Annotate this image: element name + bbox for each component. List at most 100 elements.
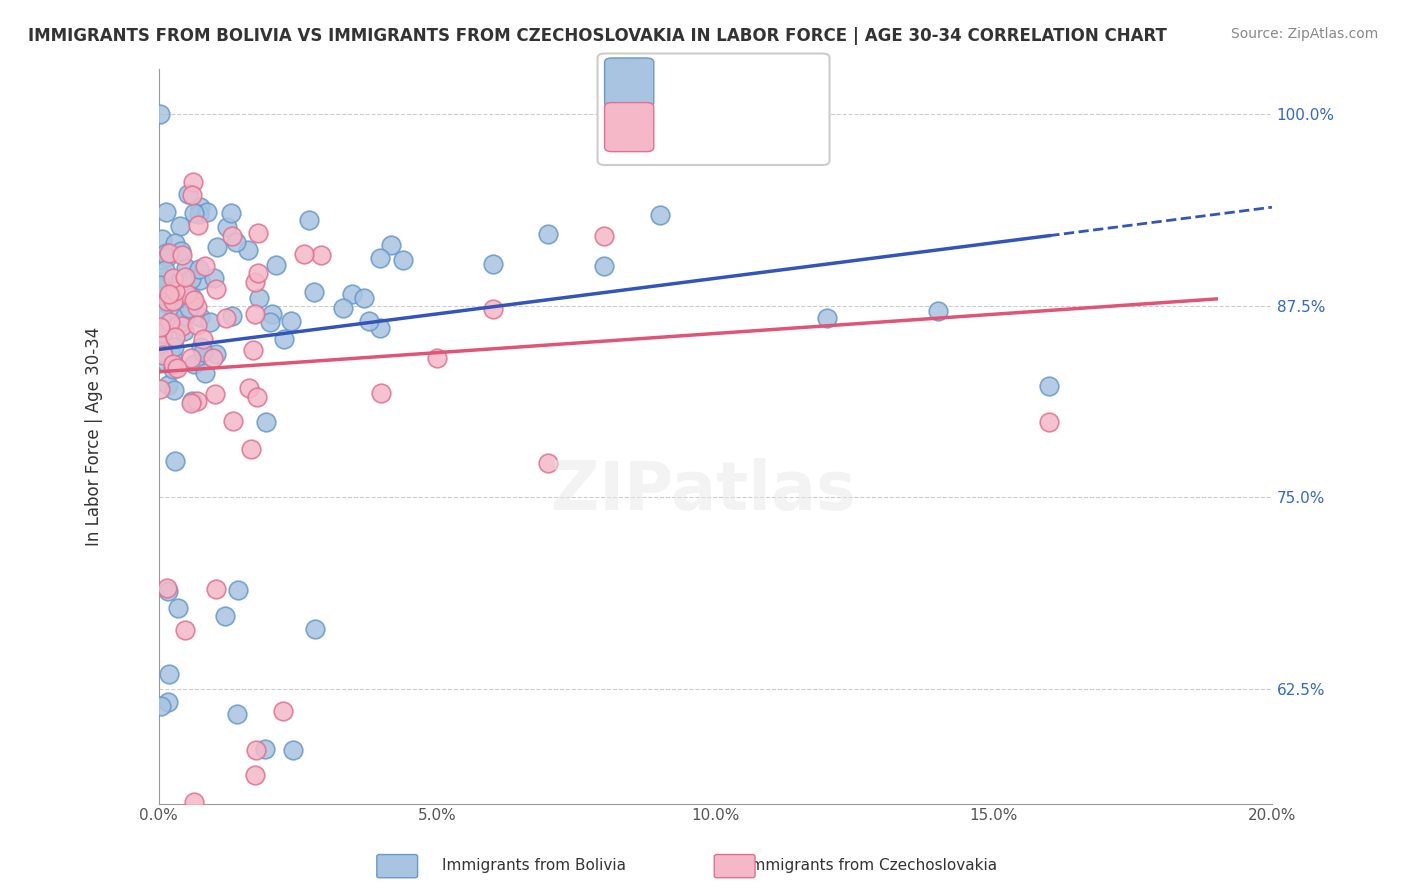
- Immigrants from Bolivia: [152, 270, 174, 285]
- Text: Immigrants from Czechoslovakia: Immigrants from Czechoslovakia: [747, 858, 997, 872]
- Immigrants from Bolivia: [187, 207, 209, 221]
- Immigrants from Czechoslovakia: [157, 287, 180, 301]
- Immigrants from Bolivia: [188, 262, 211, 277]
- Text: Source: ZipAtlas.com: Source: ZipAtlas.com: [1230, 27, 1378, 41]
- Immigrants from Bolivia: [198, 316, 221, 330]
- Immigrants from Bolivia: [190, 310, 212, 325]
- Immigrants from Czechoslovakia: [426, 351, 449, 365]
- Text: 93: 93: [756, 73, 782, 91]
- Immigrants from Czechoslovakia: [165, 285, 187, 299]
- Immigrants from Czechoslovakia: [205, 282, 228, 296]
- Immigrants from Bolivia: [228, 582, 250, 597]
- Immigrants from Bolivia: [153, 263, 176, 277]
- Immigrants from Czechoslovakia: [242, 343, 264, 358]
- Immigrants from Bolivia: [927, 303, 949, 318]
- Immigrants from Bolivia: [204, 347, 226, 361]
- Immigrants from Czechoslovakia: [173, 623, 195, 637]
- Immigrants from Bolivia: [188, 273, 211, 287]
- Immigrants from Czechoslovakia: [247, 226, 270, 240]
- Immigrants from Bolivia: [162, 340, 184, 354]
- Immigrants from Bolivia: [183, 206, 205, 220]
- Immigrants from Czechoslovakia: [221, 228, 243, 243]
- Immigrants from Bolivia: [221, 309, 243, 323]
- Immigrants from Bolivia: [156, 378, 179, 392]
- Y-axis label: In Labor Force | Age 30-34: In Labor Force | Age 30-34: [86, 326, 103, 546]
- Immigrants from Bolivia: [167, 318, 190, 332]
- Immigrants from Czechoslovakia: [163, 330, 186, 344]
- Immigrants from Czechoslovakia: [152, 348, 174, 362]
- Immigrants from Bolivia: [392, 253, 415, 268]
- Immigrants from Czechoslovakia: [166, 361, 188, 376]
- Immigrants from Bolivia: [155, 205, 177, 219]
- Immigrants from Bolivia: [298, 213, 321, 227]
- Immigrants from Bolivia: [217, 220, 239, 235]
- Text: 58: 58: [756, 118, 782, 136]
- Immigrants from Czechoslovakia: [157, 246, 180, 260]
- Text: R =: R =: [654, 73, 693, 91]
- Text: R =: R =: [654, 118, 693, 136]
- Immigrants from Czechoslovakia: [149, 320, 172, 334]
- Immigrants from Bolivia: [254, 415, 277, 429]
- Immigrants from Czechoslovakia: [204, 387, 226, 401]
- Immigrants from Bolivia: [162, 361, 184, 376]
- Immigrants from Bolivia: [152, 326, 174, 341]
- Immigrants from Czechoslovakia: [292, 247, 315, 261]
- Immigrants from Bolivia: [273, 332, 295, 346]
- Immigrants from Bolivia: [177, 186, 200, 201]
- Immigrants from Czechoslovakia: [537, 456, 560, 470]
- Immigrants from Bolivia: [149, 698, 172, 713]
- Immigrants from Bolivia: [156, 250, 179, 264]
- Immigrants from Bolivia: [281, 743, 304, 757]
- Immigrants from Bolivia: [180, 272, 202, 286]
- Immigrants from Bolivia: [157, 666, 180, 681]
- Text: N =: N =: [724, 73, 776, 91]
- Immigrants from Bolivia: [174, 260, 197, 275]
- Immigrants from Bolivia: [266, 259, 288, 273]
- Immigrants from Bolivia: [170, 244, 193, 259]
- Immigrants from Czechoslovakia: [162, 270, 184, 285]
- Immigrants from Czechoslovakia: [180, 351, 202, 365]
- Immigrants from Bolivia: [163, 235, 186, 250]
- Immigrants from Czechoslovakia: [187, 218, 209, 232]
- Immigrants from Czechoslovakia: [247, 266, 270, 280]
- Immigrants from Bolivia: [648, 208, 671, 222]
- Immigrants from Bolivia: [704, 136, 727, 150]
- Immigrants from Bolivia: [332, 301, 354, 315]
- Immigrants from Bolivia: [150, 307, 173, 321]
- Immigrants from Czechoslovakia: [180, 396, 202, 410]
- Immigrants from Bolivia: [160, 349, 183, 363]
- Text: 0.070: 0.070: [686, 118, 742, 136]
- Immigrants from Czechoslovakia: [246, 390, 269, 404]
- Immigrants from Bolivia: [815, 311, 838, 326]
- Immigrants from Bolivia: [155, 296, 177, 310]
- Text: Immigrants from Bolivia: Immigrants from Bolivia: [443, 858, 626, 872]
- Immigrants from Bolivia: [163, 454, 186, 468]
- Immigrants from Bolivia: [173, 309, 195, 323]
- Immigrants from Bolivia: [156, 584, 179, 599]
- Immigrants from Bolivia: [149, 107, 172, 121]
- Immigrants from Czechoslovakia: [170, 248, 193, 262]
- Immigrants from Czechoslovakia: [205, 582, 228, 596]
- Immigrants from Czechoslovakia: [243, 768, 266, 782]
- Immigrants from Czechoslovakia: [180, 187, 202, 202]
- Immigrants from Bolivia: [179, 301, 201, 316]
- Immigrants from Czechoslovakia: [243, 275, 266, 289]
- Immigrants from Bolivia: [253, 741, 276, 756]
- Immigrants from Bolivia: [219, 206, 242, 220]
- Immigrants from Czechoslovakia: [183, 293, 205, 308]
- Immigrants from Czechoslovakia: [186, 393, 208, 408]
- Immigrants from Bolivia: [150, 345, 173, 359]
- Text: N =: N =: [724, 118, 776, 136]
- Immigrants from Bolivia: [1038, 379, 1060, 393]
- Immigrants from Bolivia: [238, 243, 260, 257]
- Immigrants from Czechoslovakia: [148, 337, 170, 351]
- Immigrants from Bolivia: [537, 227, 560, 242]
- Immigrants from Czechoslovakia: [481, 301, 503, 316]
- Immigrants from Bolivia: [188, 200, 211, 214]
- Immigrants from Bolivia: [202, 270, 225, 285]
- Immigrants from Czechoslovakia: [593, 228, 616, 243]
- Immigrants from Bolivia: [262, 307, 284, 321]
- Immigrants from Bolivia: [165, 293, 187, 307]
- Immigrants from Bolivia: [340, 286, 363, 301]
- Immigrants from Bolivia: [304, 285, 326, 299]
